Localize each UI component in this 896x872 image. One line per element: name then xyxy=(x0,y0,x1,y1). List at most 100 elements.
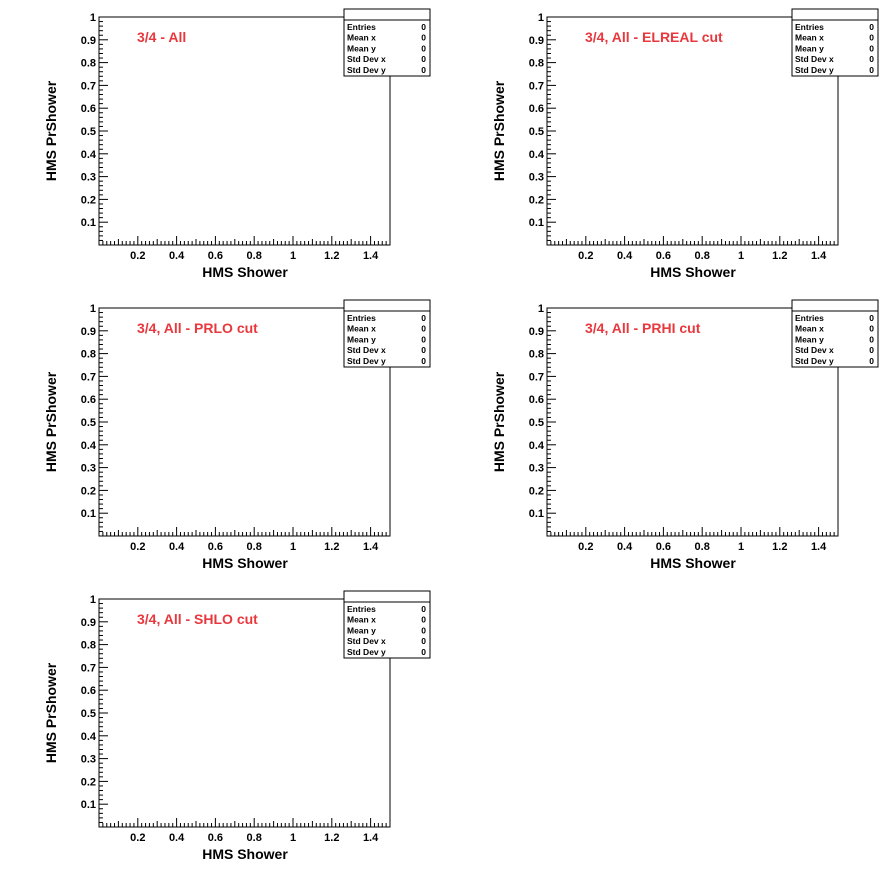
stats-label: Std Dev x xyxy=(795,54,834,64)
y-tick-label: 0.9 xyxy=(81,35,96,47)
stats-value: 0 xyxy=(421,324,426,334)
histogram-title: 3/4, All - ELREAL cut xyxy=(585,29,723,45)
y-tick-label: 1 xyxy=(90,303,96,315)
stats-label: Std Dev x xyxy=(347,54,386,64)
stats-value: 0 xyxy=(869,22,874,32)
stats-value: 0 xyxy=(421,54,426,64)
y-tick-label: 0.1 xyxy=(529,508,544,520)
y-tick-label: 0.4 xyxy=(81,440,97,452)
x-tick-label: 1.4 xyxy=(363,832,379,844)
stats-value: 0 xyxy=(869,356,874,366)
x-tick-label: 0.4 xyxy=(169,832,185,844)
y-tick-label: 1 xyxy=(538,303,544,315)
stats-value: 0 xyxy=(421,636,426,646)
stats-label: Std Dev y xyxy=(347,65,386,75)
stats-value: 0 xyxy=(869,33,874,43)
y-tick-label: 0.3 xyxy=(81,172,96,184)
stats-label: Mean x xyxy=(795,33,824,43)
x-tick-label: 1 xyxy=(738,250,744,262)
x-tick-label: 0.2 xyxy=(130,832,145,844)
y-tick-label: 0.7 xyxy=(529,80,544,92)
histogram-svg: 0.2 0.4 0.6 0.8 1 1.2 1.4 0.1 0.2 0.3 0.4 0.5 0.6 0.7… xyxy=(491,8,879,280)
stats-value: 0 xyxy=(869,345,874,355)
y-tick-label: 0.1 xyxy=(529,217,544,229)
stats-label: Mean x xyxy=(347,33,376,43)
y-tick-label: 0.7 xyxy=(529,371,544,383)
stats-value: 0 xyxy=(421,356,426,366)
y-tick-label: 0.2 xyxy=(81,485,96,497)
histogram-title: 3/4, All - PRHI cut xyxy=(585,320,701,336)
stats-value: 0 xyxy=(869,65,874,75)
y-axis-title: HMS PrShower xyxy=(491,80,507,181)
stats-box: Entries 0 Mean x 0 Mean y 0 Std Dev x 0 Std Dev … xyxy=(343,299,431,368)
x-tick-label: 1 xyxy=(290,541,296,553)
stats-label: Std Dev y xyxy=(347,647,386,657)
y-tick-label: 0.8 xyxy=(81,640,96,652)
stats-value: 0 xyxy=(869,334,874,344)
stats-value: 0 xyxy=(421,334,426,344)
stats-box: Entries 0 Mean x 0 Mean y 0 Std Dev x 0 Std Dev … xyxy=(343,8,431,77)
y-tick-label: 0.7 xyxy=(81,80,96,92)
y-tick-label: 0.5 xyxy=(529,417,544,429)
stats-box: Entries 0 Mean x 0 Mean y 0 Std Dev x 0 Std Dev … xyxy=(791,8,879,77)
y-tick-label: 0.5 xyxy=(81,708,96,720)
stats-value: 0 xyxy=(421,604,426,614)
histogram-panel-elreal-cut: 0.2 0.4 0.6 0.8 1 1.2 1.4 0.1 0.2 0.3 0.4 0.5 0.6 0.7… xyxy=(448,0,896,290)
y-tick-label: 0.5 xyxy=(529,126,544,138)
y-tick-label: 0.2 xyxy=(529,485,544,497)
stats-label: Mean y xyxy=(347,334,376,344)
y-axis-title: HMS PrShower xyxy=(43,80,59,181)
stats-label: Mean x xyxy=(795,324,824,334)
stats-value: 0 xyxy=(421,625,426,635)
y-tick-label: 0.4 xyxy=(529,440,545,452)
stats-value: 0 xyxy=(421,345,426,355)
stats-value: 0 xyxy=(421,647,426,657)
y-axis-title: HMS PrShower xyxy=(43,371,59,472)
y-tick-label: 0.1 xyxy=(81,799,96,811)
stats-value: 0 xyxy=(421,65,426,75)
stats-label: Std Dev y xyxy=(795,356,834,366)
x-tick-label: 1 xyxy=(738,541,744,553)
y-tick-label: 0.4 xyxy=(81,731,97,743)
y-tick-label: 0.8 xyxy=(81,349,96,361)
y-tick-label: 0.4 xyxy=(529,149,545,161)
x-axis-title: HMS Shower xyxy=(650,555,736,571)
y-tick-label: 0.9 xyxy=(81,617,96,629)
x-tick-label: 1.2 xyxy=(772,541,787,553)
stats-label: Std Dev y xyxy=(347,356,386,366)
stats-label: Std Dev y xyxy=(795,65,834,75)
y-tick-label: 1 xyxy=(90,594,96,606)
histogram-svg: 0.2 0.4 0.6 0.8 1 1.2 1.4 0.1 0.2 0.3 0.4 0.5 0.6 0.7… xyxy=(43,299,431,571)
x-tick-label: 1.4 xyxy=(363,541,379,553)
x-tick-label: 0.4 xyxy=(169,250,185,262)
y-tick-label: 0.3 xyxy=(529,463,544,475)
x-tick-label: 0.2 xyxy=(578,541,593,553)
x-axis-title: HMS Shower xyxy=(202,264,288,280)
stats-value: 0 xyxy=(869,324,874,334)
stats-label: Std Dev x xyxy=(347,636,386,646)
x-axis-title: HMS Shower xyxy=(650,264,736,280)
stats-value: 0 xyxy=(869,313,874,323)
y-tick-label: 0.1 xyxy=(81,217,96,229)
x-tick-label: 1.4 xyxy=(811,250,827,262)
y-tick-label: 0.1 xyxy=(81,508,96,520)
x-tick-label: 1.4 xyxy=(811,541,827,553)
x-axis-title: HMS Shower xyxy=(202,555,288,571)
y-tick-label: 0.8 xyxy=(529,349,544,361)
y-tick-label: 0.4 xyxy=(81,149,97,161)
y-tick-label: 0.6 xyxy=(81,394,96,406)
histogram-title: 3/4 - All xyxy=(137,29,186,45)
y-tick-label: 0.2 xyxy=(81,776,96,788)
stats-box: Entries 0 Mean x 0 Mean y 0 Std Dev x 0 Std Dev … xyxy=(791,299,879,368)
stats-value: 0 xyxy=(421,313,426,323)
x-tick-label: 1.2 xyxy=(772,250,787,262)
x-tick-label: 0.8 xyxy=(247,832,262,844)
x-tick-label: 0.8 xyxy=(247,250,262,262)
stats-value: 0 xyxy=(869,54,874,64)
y-tick-label: 1 xyxy=(538,12,544,24)
x-tick-label: 0.6 xyxy=(208,541,223,553)
histogram-panel-shlo-cut: 0.2 0.4 0.6 0.8 1 1.2 1.4 0.1 0.2 0.3 0.4 0.5 0.6 0.7… xyxy=(0,582,448,872)
y-tick-label: 0.3 xyxy=(81,463,96,475)
y-tick-label: 0.3 xyxy=(81,754,96,766)
